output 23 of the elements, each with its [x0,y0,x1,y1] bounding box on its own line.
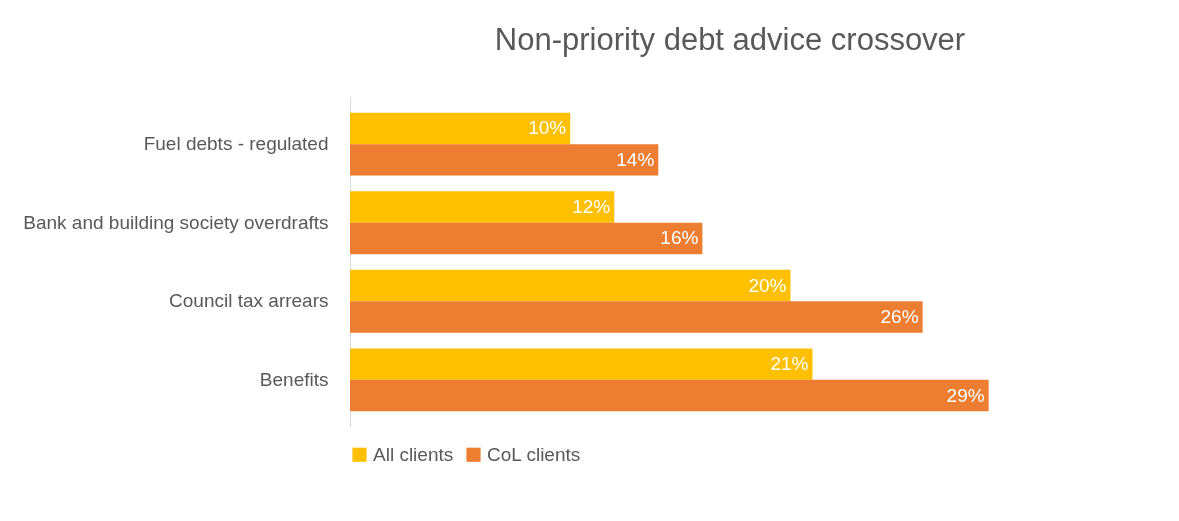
bar [350,379,989,412]
bar [350,112,571,145]
bar [350,269,791,302]
y-tick-label: Fuel debts - regulated [143,133,329,155]
legend-label: All clients [373,443,454,465]
data-label: 14% [616,148,655,170]
data-label: 21% [770,353,809,375]
y-tick-label: Benefits [259,368,329,390]
y-tick-label: Council tax arrears [169,290,329,312]
bar [350,222,703,255]
data-label: 26% [880,306,919,327]
data-label: 20% [748,274,787,296]
bar [350,301,923,333]
bar [350,191,615,223]
data-label: 29% [946,384,985,406]
chart-title: Non-priority debt advice crossover [494,22,966,57]
data-label: 12% [572,196,611,217]
y-tick-label: Bank and building society overdrafts [23,211,329,233]
legend-label: CoL clients [487,443,581,465]
data-label: 10% [528,117,567,139]
data-label: 16% [660,227,699,249]
bar [350,144,659,176]
bar [350,348,813,380]
